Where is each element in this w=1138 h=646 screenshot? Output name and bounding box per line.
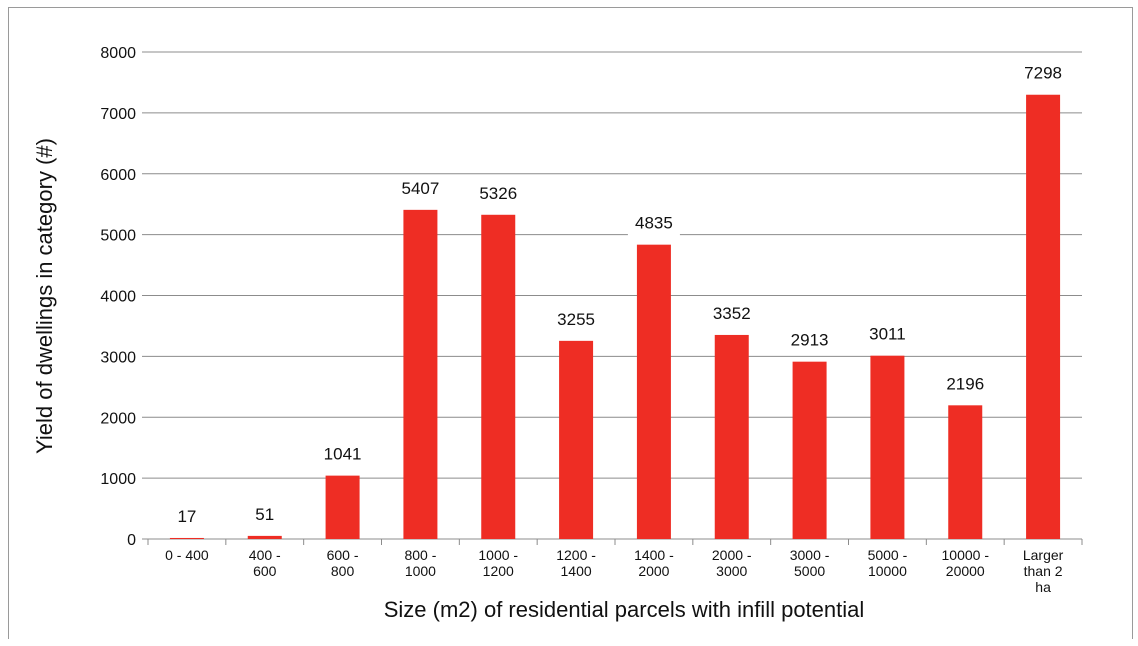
bars [169,94,1061,539]
data-label: 3255 [557,310,595,329]
x-category-label: 800 -1000 [404,547,436,579]
data-label-background [394,176,447,201]
y-tick-label: 7000 [100,106,136,123]
x-category-label: 0 - 400 [165,547,209,563]
bar [948,405,983,539]
bar [169,537,204,539]
bar [1026,94,1061,539]
x-category-label: 1000 -1200 [478,547,518,579]
x-category-label: 1200 -1400 [556,547,596,579]
y-tick-label: 8000 [100,45,136,62]
bar [792,361,827,539]
x-category-label: 10000 -20000 [942,547,990,579]
data-label: 51 [255,505,274,524]
data-label: 5407 [402,179,440,198]
data-label-background [550,307,603,332]
data-label: 5326 [479,184,517,203]
x-category-label: 2000 -3000 [712,547,752,579]
x-axis-categories: 0 - 400 400 -600 600 -800 800 -1000 1000 -12… [165,547,1064,595]
bar [247,535,282,539]
y-tick-label: 1000 [100,471,136,488]
y-tick-label: 6000 [100,167,136,184]
data-label-background [248,502,281,527]
x-category-label: 5000 -10000 [868,547,908,579]
data-label-background [939,372,992,397]
y-axis-ticks: 0 1000 2000 3000 4000 5000 6000 7000 8000 [100,45,136,549]
x-category-label: Larger than 2 ha [1023,547,1064,595]
data-label-background [627,211,680,236]
gridlines [142,51,1083,545]
data-label-background [170,504,203,529]
y-tick-label: 0 [127,532,136,549]
x-category-label: 400 -600 [249,547,281,579]
bar [325,475,360,539]
data-label-background [472,181,525,206]
data-label-background [1017,61,1070,86]
bar [714,334,749,539]
data-label-background [705,301,758,326]
data-label: 2196 [946,374,984,393]
x-category-label: 600 -800 [327,547,359,579]
data-label-background [316,442,369,467]
data-label: 17 [177,507,196,526]
data-label: 2913 [791,331,829,350]
bar [403,209,438,539]
data-label: 7298 [1024,64,1062,83]
y-tick-label: 5000 [100,228,136,245]
bar [481,214,516,539]
data-label: 4835 [635,214,673,233]
data-labels: 17 51 1041 5407 5326 3255 4835 3352 2913 3011 2196… [170,61,1070,529]
bar [559,340,594,539]
data-label: 1041 [324,445,362,464]
bar [636,244,671,539]
x-axis-title: Size (m2) of residential parcels with in… [384,597,865,622]
y-tick-label: 2000 [100,410,136,427]
y-axis-title: Yield of dwellings in category (#) [32,138,57,454]
data-label-background [861,322,914,347]
x-category-label: 1400 -2000 [634,547,674,579]
chart-frame [8,7,1133,639]
y-tick-label: 4000 [100,289,136,306]
data-label: 3011 [869,325,906,344]
y-tick-label: 3000 [100,349,136,366]
bar [870,355,905,539]
data-label-background [783,328,836,353]
data-label: 3352 [713,304,751,323]
x-category-label: 3000 -5000 [790,547,830,579]
